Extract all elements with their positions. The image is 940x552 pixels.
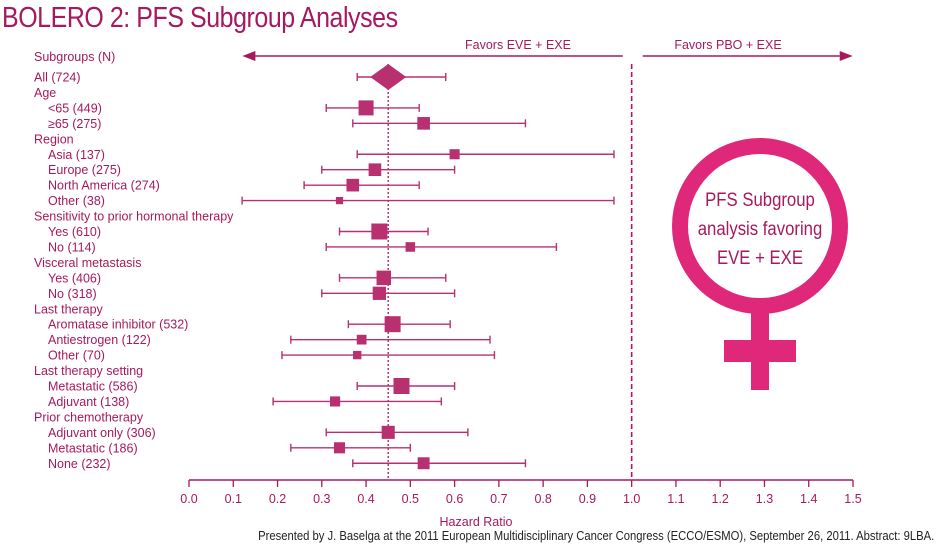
x-axis-tick-label: 0.4 <box>357 492 374 506</box>
subgroup-label: Metastatic (186) <box>48 441 138 455</box>
subgroup-label: Adjuvant only (306) <box>48 426 156 440</box>
favors-left-label: Favors EVE + EXE <box>465 38 571 52</box>
x-axis-tick-label: 0.8 <box>534 492 551 506</box>
subgroup-category-label: Age <box>34 86 56 100</box>
slide-title: BOLERO 2: PFS Subgroup Analyses <box>2 2 398 34</box>
hr-point-marker <box>358 100 374 116</box>
plot-layer: 0.0 0.1 0.2 0.3 0.4 0.5 0.6 0.7 0.8 0.9 1.0 1.1 1.2 1… <box>34 51 862 506</box>
subgroup-label: Asia (137) <box>48 148 105 162</box>
female-symbol-ring <box>672 138 848 314</box>
x-axis-tick-label: 0.0 <box>180 492 197 506</box>
subgroup-label: Metastatic (586) <box>48 380 138 394</box>
hr-point-marker <box>417 457 430 470</box>
x-axis-title: Hazard Ratio <box>440 515 513 529</box>
x-axis-tick-label: 0.1 <box>225 492 242 506</box>
x-axis-tick-label: 0.2 <box>269 492 286 506</box>
callout-text: PFS Subgroup analysis favoring EVE + EXE <box>678 186 842 273</box>
x-axis-tick-label: 0.6 <box>446 492 463 506</box>
x-axis-tick-label: 0.3 <box>313 492 330 506</box>
hr-point-marker <box>353 350 362 360</box>
subgroup-label: None (232) <box>48 457 111 471</box>
female-symbol-crossbar <box>724 340 796 362</box>
subgroup-label: <65 (449) <box>48 101 102 115</box>
hr-point-marker <box>417 117 430 130</box>
subgroup-label: No (318) <box>48 287 97 301</box>
subgroup-label: Adjuvant (138) <box>48 395 129 409</box>
x-axis-tick-label: 1.5 <box>844 492 861 506</box>
hr-point-marker <box>330 396 341 407</box>
subgroup-category-label: Last therapy <box>34 302 104 316</box>
hr-point-marker <box>368 163 382 177</box>
subgroup-label: North America (274) <box>48 179 160 193</box>
hr-point-marker <box>372 286 386 300</box>
footer-citation: Presented by J. Baselga at the 2011 Euro… <box>257 529 934 543</box>
subgroup-category-label: Last therapy setting <box>34 364 143 378</box>
favors-left-arrowhead <box>242 51 256 61</box>
hr-point-marker <box>376 270 392 286</box>
subgroup-label: Other (38) <box>48 194 105 208</box>
subgroup-category-label: Region <box>34 132 74 146</box>
favors-right-label: Favors PBO + EXE <box>674 38 781 52</box>
callout-line-2: analysis favoring <box>697 219 823 240</box>
subgroup-label: No (114) <box>48 240 96 254</box>
hr-point-marker <box>371 223 388 240</box>
x-axis-tick-label: 1.1 <box>667 492 684 506</box>
x-axis-tick-label: 1.4 <box>800 492 817 506</box>
hr-point-marker <box>449 149 460 160</box>
subgroup-label: Europe (275) <box>48 163 121 177</box>
x-axis-tick-label: 1.0 <box>623 492 640 506</box>
x-axis-tick-label: 0.7 <box>490 492 507 506</box>
hr-point-marker <box>393 378 410 394</box>
x-axis-tick-label: 1.2 <box>712 492 729 506</box>
hr-point-marker <box>333 442 346 454</box>
subgroups-header-label: Subgroups (N) <box>34 50 115 64</box>
subgroup-label: Antiestrogen (122) <box>48 333 151 347</box>
subgroup-category-label: Visceral metastasis <box>34 256 141 270</box>
x-axis-tick-label: 1.3 <box>756 492 773 506</box>
subgroup-label: Other (70) <box>48 349 105 363</box>
subgroup-label: ≥65 (275) <box>48 117 101 131</box>
x-axis-tick-label: 0.5 <box>402 492 419 506</box>
female-symbol-icon <box>672 138 848 390</box>
subgroup-label: Yes (610) <box>48 225 101 239</box>
hr-point-marker <box>356 334 367 345</box>
hr-point-marker <box>335 196 344 205</box>
favors-right-arrowhead <box>839 51 853 61</box>
subgroup-category-label: Prior chemotherapy <box>34 410 144 424</box>
x-axis-tick-label: 0.9 <box>579 492 596 506</box>
subgroup-label: Aromatase inhibitor (532) <box>48 318 188 332</box>
subgroup-category-label: Sensitivity to prior hormonal therapy <box>34 210 234 224</box>
overall-diamond-marker <box>370 64 407 90</box>
callout-line-1: PFS Subgroup <box>705 190 815 211</box>
hr-point-marker <box>405 242 416 252</box>
subgroup-label: All (724) <box>34 71 81 85</box>
hr-point-marker <box>346 178 360 192</box>
callout-line-3: EVE + EXE <box>717 248 803 269</box>
subgroup-label: Yes (406) <box>48 271 101 285</box>
hr-point-marker <box>381 425 395 439</box>
hr-point-marker <box>384 316 401 333</box>
